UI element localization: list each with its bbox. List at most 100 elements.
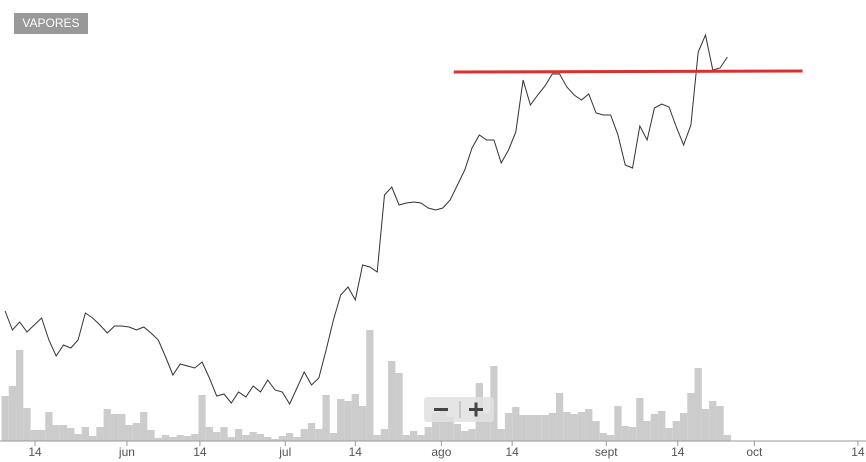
volume-bar xyxy=(694,368,702,441)
volume-bar xyxy=(344,401,352,441)
zoom-in-v xyxy=(474,402,478,417)
volume-bar xyxy=(417,435,425,441)
x-tick-label: 14 xyxy=(505,445,519,459)
volume-bar xyxy=(373,435,381,441)
volume-bar xyxy=(723,435,732,441)
x-tick-label: oct xyxy=(746,445,763,459)
volume-bar xyxy=(366,330,374,441)
volume-bar xyxy=(1,396,9,441)
volume-bar xyxy=(285,433,294,441)
volume-bar xyxy=(439,409,447,441)
volume-bar xyxy=(701,409,710,441)
volume-bar xyxy=(89,436,97,441)
volume-bar xyxy=(709,401,717,441)
volume-bar xyxy=(59,425,68,441)
volume-bar xyxy=(461,431,469,441)
volume-bar xyxy=(96,427,104,441)
volume-bar xyxy=(300,429,308,441)
x-tick-label: jul xyxy=(278,445,291,459)
volume-bar xyxy=(256,434,265,441)
volume-bar xyxy=(526,415,535,441)
volume-bar xyxy=(220,427,228,441)
volume-bar xyxy=(424,427,432,441)
volume-bar xyxy=(607,435,615,441)
volume-bar xyxy=(264,437,272,441)
volume-bar xyxy=(534,415,542,441)
volume-bar xyxy=(45,412,53,441)
volume-bar xyxy=(8,386,17,441)
x-tick-label: 14 xyxy=(671,445,685,459)
range-button[interactable]: VAPORES xyxy=(14,13,88,34)
volume-bar xyxy=(249,432,257,441)
volume-bar xyxy=(672,421,680,441)
volume-bar xyxy=(337,399,345,441)
volume-bar xyxy=(504,413,513,441)
x-tick-label: 14 xyxy=(28,445,42,459)
volume-bar xyxy=(468,429,476,441)
volume-bar xyxy=(118,414,126,441)
volume-bar xyxy=(563,412,571,441)
volume-bar xyxy=(227,437,235,441)
volume-bar xyxy=(161,435,170,441)
volume-bar xyxy=(658,411,666,441)
volume-bar xyxy=(592,421,600,441)
volume-bar xyxy=(541,415,549,441)
volume-bar xyxy=(30,430,38,441)
volume-bar xyxy=(577,412,586,441)
x-tick-label: jun xyxy=(118,445,135,459)
volume-bar xyxy=(147,430,155,441)
volume-bar xyxy=(585,409,593,441)
volume-bar xyxy=(271,439,279,441)
volume-bar xyxy=(599,433,608,441)
volume-bar xyxy=(380,429,389,441)
volume-bar xyxy=(519,415,527,441)
volume-bar xyxy=(358,406,367,441)
volume-bar xyxy=(322,395,330,441)
volume-bar xyxy=(23,408,31,441)
volume-bar xyxy=(191,434,199,441)
volume-bar xyxy=(512,407,520,441)
volume-bar xyxy=(395,373,403,441)
volume-bar xyxy=(555,393,564,441)
volume-bar xyxy=(650,414,659,441)
volume-bar xyxy=(132,423,141,441)
volume-bar xyxy=(687,393,695,441)
volume-bar xyxy=(410,431,418,441)
volume-bar xyxy=(293,437,301,441)
volume-bar xyxy=(205,427,214,441)
volume-bar xyxy=(548,413,556,441)
x-tick-label: 14 xyxy=(193,445,207,459)
volume-bar xyxy=(679,413,688,441)
volume-bar xyxy=(16,350,24,441)
volume-bar xyxy=(329,433,338,441)
zoom-control xyxy=(424,397,494,422)
volume-bar xyxy=(154,438,162,441)
volume-bar xyxy=(52,425,60,441)
volume-bar xyxy=(315,429,323,441)
zoom-out[interactable] xyxy=(434,408,448,411)
volume-bar xyxy=(183,436,192,441)
volume-bar xyxy=(37,430,46,441)
volume-bar xyxy=(67,428,75,441)
volume-bar xyxy=(643,421,651,441)
x-tick-label: ago xyxy=(431,445,451,459)
volume-bar xyxy=(482,413,491,441)
volume-bar xyxy=(198,395,206,441)
trendline xyxy=(453,69,803,74)
volume-bar xyxy=(278,436,286,441)
zoom-in[interactable] xyxy=(469,402,483,417)
volume-bar xyxy=(213,432,221,441)
button-label: VAPORES xyxy=(22,16,79,30)
volume-bar xyxy=(242,435,250,441)
volume-bar xyxy=(125,425,133,441)
volume-bar xyxy=(234,429,243,441)
volume-bar xyxy=(431,413,440,441)
volume-bar xyxy=(570,414,578,441)
volume-bar xyxy=(446,417,454,441)
volume-bar xyxy=(169,437,177,441)
volume-bar xyxy=(614,406,622,441)
volume-bar xyxy=(140,412,148,441)
volume-bar xyxy=(665,428,673,441)
volume-bar xyxy=(453,424,462,441)
